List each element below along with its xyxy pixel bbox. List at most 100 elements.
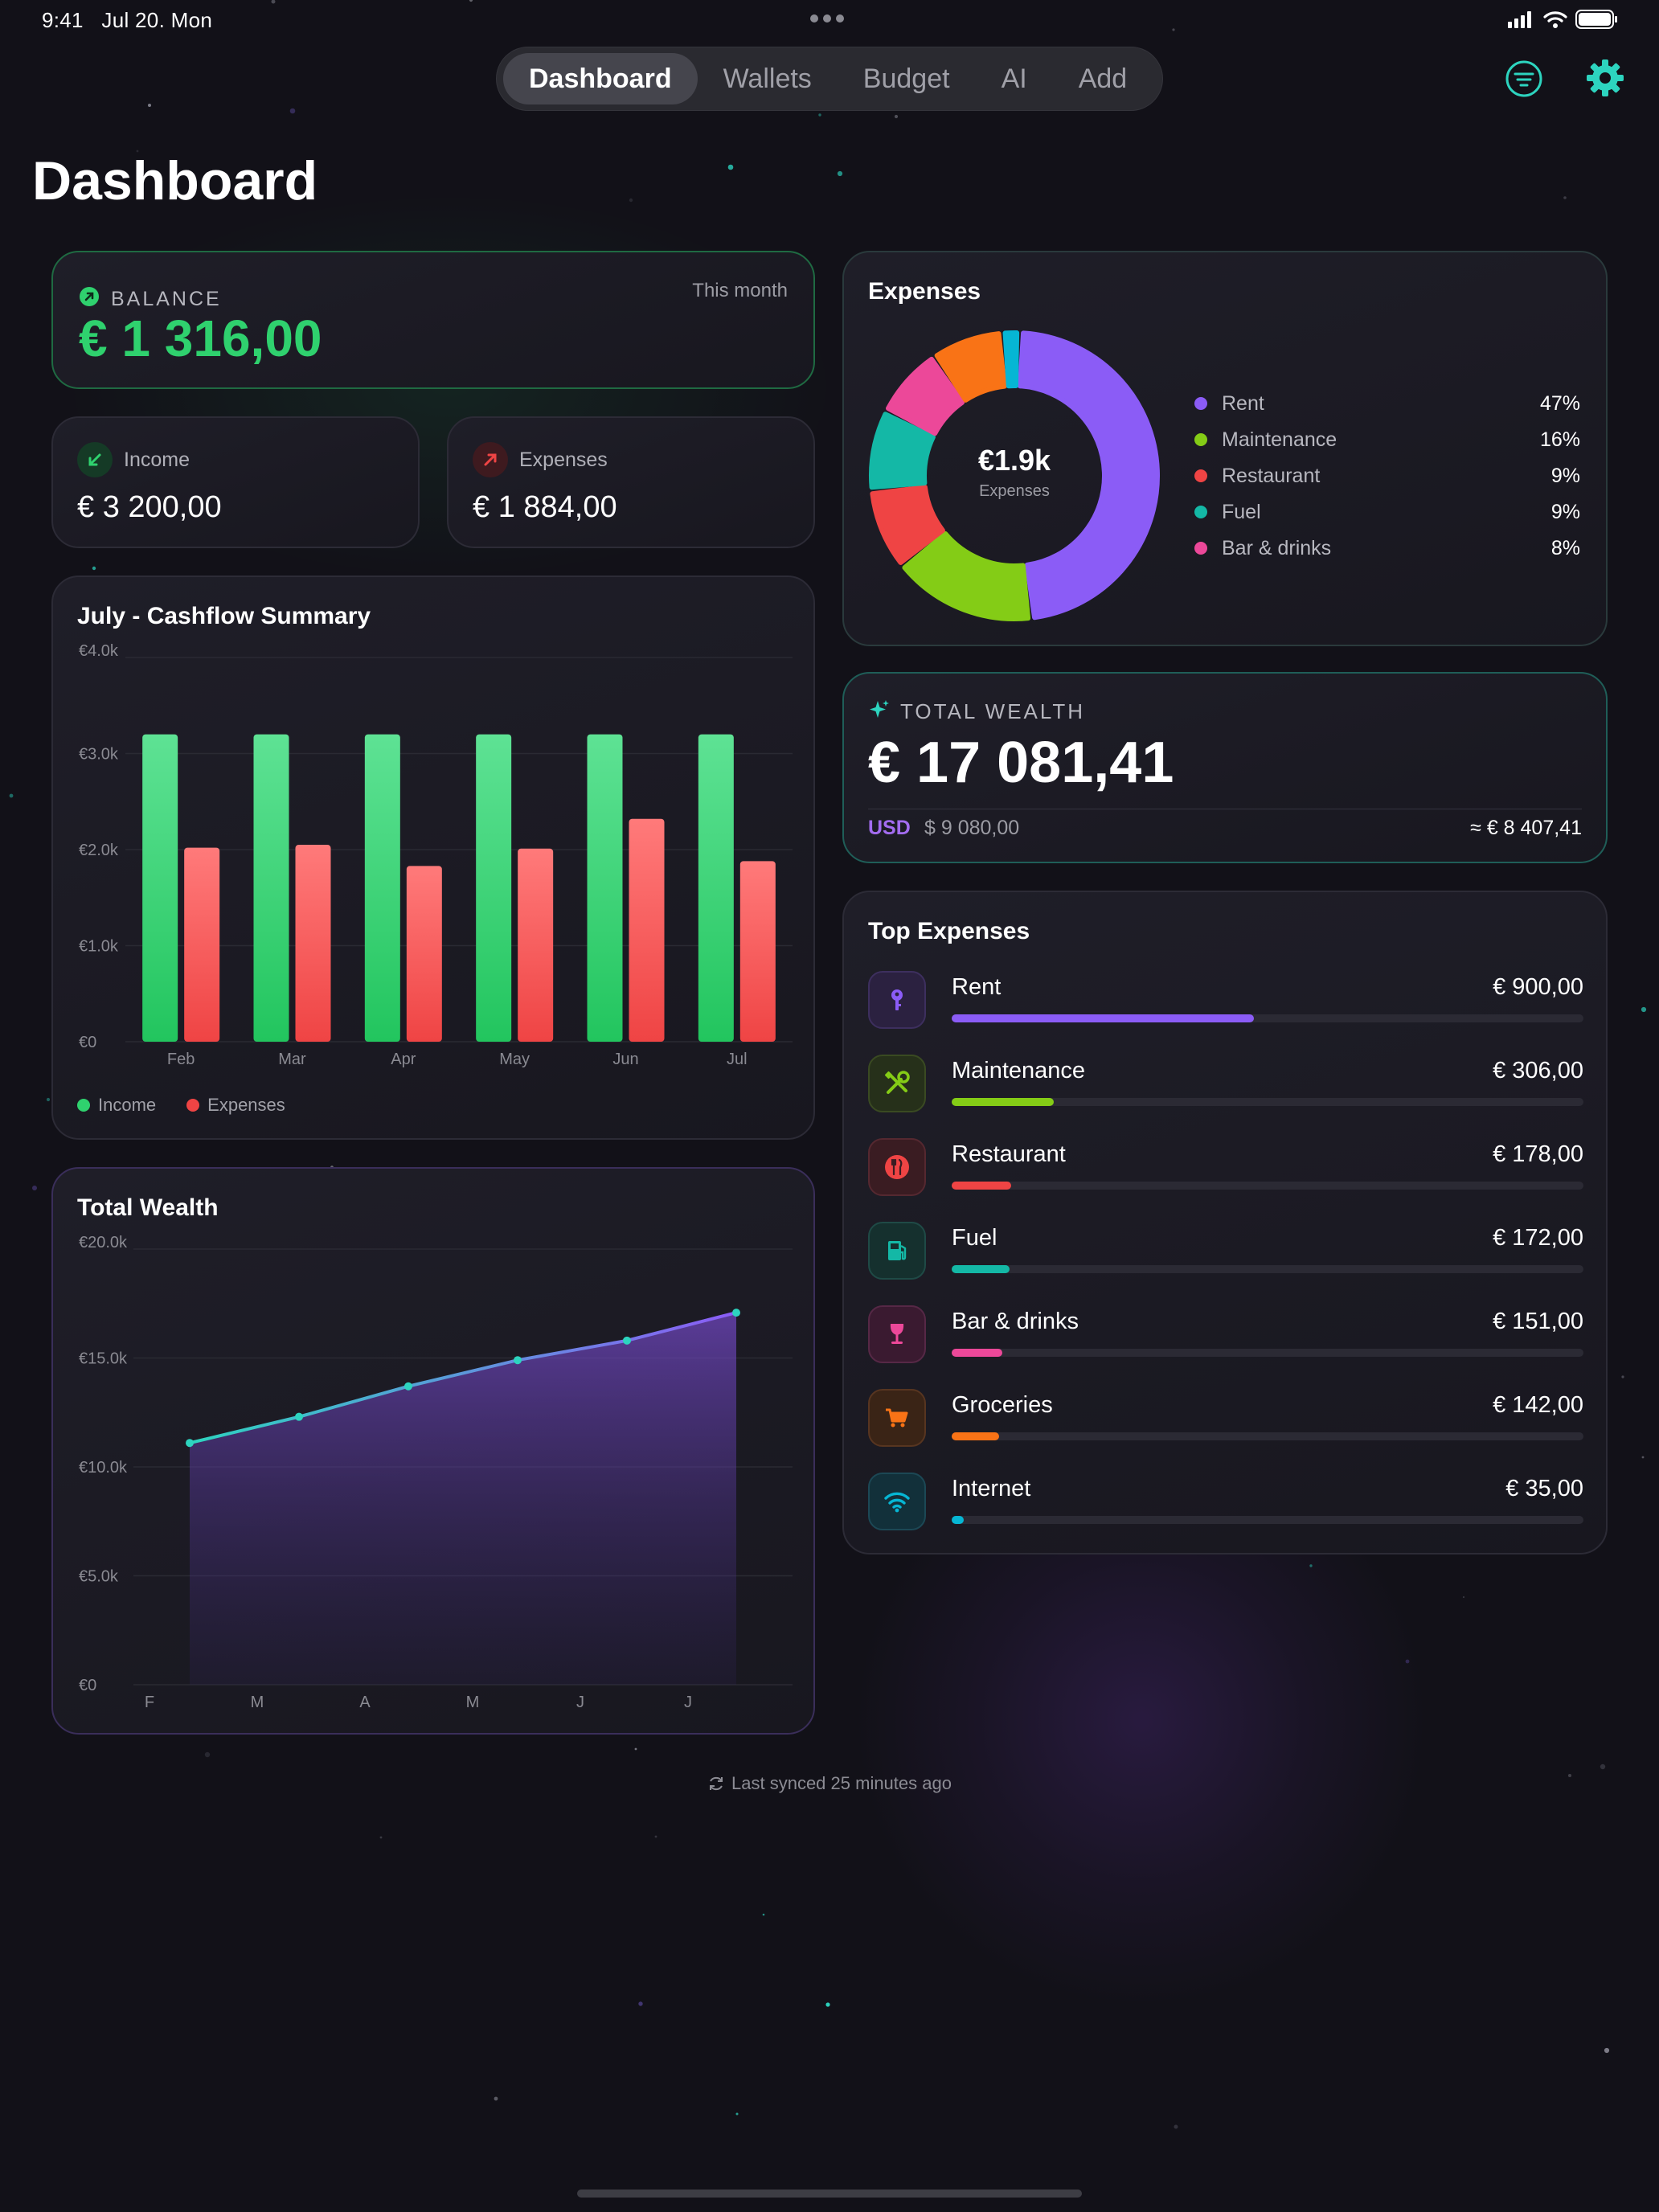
bar-expenses[interactable] (518, 848, 554, 1042)
bar-expenses[interactable] (629, 818, 665, 1042)
expenses-label: Expenses (519, 449, 608, 471)
cellular-signal-icon (1508, 11, 1531, 28)
balance-label: BALANCE (111, 288, 222, 310)
donut-slice-maintenance[interactable] (902, 530, 1031, 621)
star (762, 1913, 765, 1916)
wealth-point[interactable] (623, 1336, 631, 1345)
income-card[interactable]: Income € 3 200,00 (51, 416, 420, 548)
bar-expenses[interactable] (184, 847, 220, 1042)
wealth-point[interactable] (514, 1356, 522, 1365)
balance-card[interactable]: BALANCE This month € 1 316,00 (51, 251, 815, 389)
tab-wallets[interactable]: Wallets (723, 63, 812, 94)
total-wealth-chart-card: Total Wealth €0 €5.0k €10.0k €15.0k €20.0k F M… (51, 1167, 815, 1735)
expense-name: Rent (952, 974, 1002, 1000)
filter-icon[interactable] (1505, 59, 1543, 98)
bar-expenses[interactable] (295, 845, 331, 1042)
wealth-point[interactable] (186, 1439, 194, 1448)
legend-expenses-dot (186, 1099, 200, 1112)
donut-chart (869, 330, 1160, 621)
legend-dot (1194, 542, 1207, 555)
expense-progress-track (952, 1516, 1583, 1524)
wealth-point[interactable] (732, 1309, 740, 1317)
expense-row-restaurant[interactable]: Restaurant € 178,00 (868, 1138, 1583, 1196)
legend-pct: 9% (1550, 464, 1580, 487)
bar-income[interactable] (698, 734, 734, 1042)
donut-slice-groceries[interactable] (934, 331, 1007, 403)
x-tick-label: M (466, 1694, 480, 1711)
star (289, 108, 296, 114)
expense-row-fuel[interactable]: Fuel € 172,00 (868, 1222, 1583, 1280)
donut-slice-bar-drinks[interactable] (886, 356, 965, 436)
star (46, 1097, 51, 1102)
total-wealth-card[interactable]: TOTAL WEALTH € 17 081,41 USD $ 9 080,00 … (842, 672, 1608, 863)
star (204, 1751, 211, 1758)
sparkles-icon (870, 700, 889, 718)
expense-amount: € 900,00 (1493, 974, 1583, 1000)
expense-progress-fill (952, 1014, 1254, 1022)
expense-name: Groceries (952, 1392, 1053, 1418)
bar-income[interactable] (587, 734, 623, 1042)
multitask-dots-icon[interactable] (810, 14, 844, 23)
legend-expenses: Expenses (207, 1095, 285, 1115)
wifi-icon (868, 1473, 926, 1530)
legend-dot (1194, 469, 1207, 482)
star (825, 2002, 830, 2007)
expense-row-rent[interactable]: Rent € 900,00 (868, 971, 1583, 1029)
expense-progress-track (952, 1432, 1583, 1440)
expense-amount: € 306,00 (1493, 1058, 1583, 1083)
donut-slice-restaurant[interactable] (870, 484, 945, 565)
legend-name: Bar & drinks (1222, 536, 1332, 559)
donut-legend-bar-drinks: Bar & drinks 8% (1194, 532, 1580, 564)
expense-row-groceries[interactable]: Groceries € 142,00 (868, 1389, 1583, 1447)
expense-progress-track (952, 1098, 1583, 1106)
bar-income[interactable] (142, 734, 178, 1042)
currency-code: USD (868, 817, 911, 839)
star (1600, 1763, 1606, 1770)
y-tick-label: €1.0k (79, 938, 119, 956)
y-tick-label: €10.0k (79, 1459, 128, 1477)
wealth-point[interactable] (404, 1382, 412, 1391)
wealth-point[interactable] (295, 1412, 303, 1421)
expenses-card[interactable]: Expenses € 1 884,00 (447, 416, 815, 548)
expense-row-maintenance[interactable]: Maintenance € 306,00 (868, 1055, 1583, 1112)
star (1174, 2124, 1178, 2129)
x-tick-label: Apr (391, 1051, 416, 1068)
donut-slice-internet[interactable] (1002, 330, 1020, 389)
key-icon (868, 971, 926, 1029)
tab-budget[interactable]: Budget (862, 63, 950, 94)
tools-icon (868, 1055, 926, 1112)
bar-income[interactable] (476, 734, 512, 1042)
bar-expenses[interactable] (739, 861, 776, 1042)
legend-dot (1194, 506, 1207, 518)
expenses-breakdown-card: Expenses €1.9k Expenses Rent 47% Mainten… (842, 251, 1608, 646)
tab-ai[interactable]: AI (1001, 63, 1027, 94)
bar-income[interactable] (364, 734, 400, 1042)
donut-slice-rent[interactable] (1017, 330, 1160, 621)
sync-status: Last synced 25 minutes ago (0, 1773, 1659, 1794)
expense-amount: € 35,00 (1505, 1476, 1583, 1501)
tab-dashboard[interactable]: Dashboard (503, 53, 698, 104)
fuel-pump-icon (868, 1222, 926, 1280)
expense-row-internet[interactable]: Internet € 35,00 (868, 1473, 1583, 1530)
expenses-donut[interactable]: €1.9k Expenses (868, 330, 1161, 622)
bar-income[interactable] (253, 734, 289, 1042)
donut-slice-fuel[interactable] (869, 412, 936, 490)
expense-row-bar-drinks[interactable]: Bar & drinks € 151,00 (868, 1305, 1583, 1363)
donut-center-label: Expenses (979, 482, 1050, 500)
expense-progress-fill (952, 1349, 1002, 1357)
expense-amount: € 172,00 (1493, 1225, 1583, 1251)
legend-dot (1194, 397, 1207, 410)
top-expenses-title: Top Expenses (868, 918, 1030, 944)
expense-name: Maintenance (952, 1058, 1086, 1083)
star (1641, 1006, 1647, 1013)
legend-income: Income (98, 1095, 157, 1115)
donut-legend-maintenance: Maintenance 16% (1194, 424, 1580, 456)
expense-progress-fill (952, 1265, 1010, 1273)
bar-expenses[interactable] (406, 866, 442, 1042)
income-amount: € 3 200,00 (77, 490, 222, 524)
cashflow-card: July - Cashflow Summary €0 €1.0k €2.0k €3.0… (51, 576, 815, 1140)
gear-icon[interactable] (1585, 58, 1625, 98)
star (638, 2001, 643, 2006)
legend-dot (1194, 433, 1207, 446)
tab-add[interactable]: Add (1078, 63, 1128, 94)
